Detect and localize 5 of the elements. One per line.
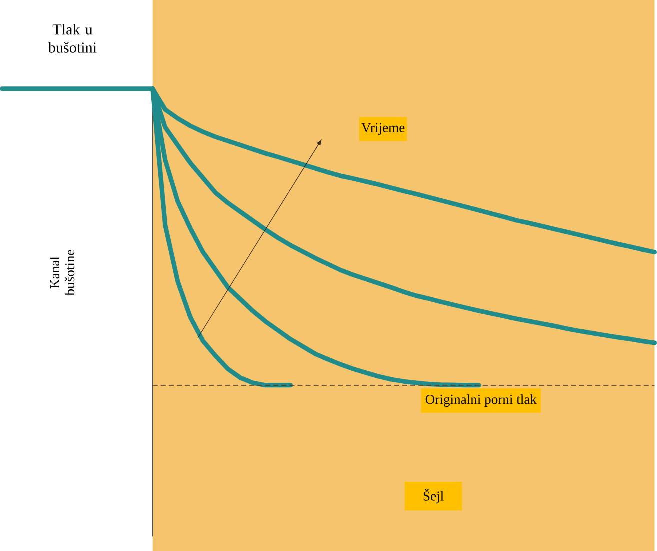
ref-line-label: Originalni porni tlak [426,394,538,407]
annotation: Vrijeme [362,123,405,135]
text: Šejl [424,488,444,504]
text: Tlak u bušotini [48,24,97,53]
annotation: Kanal bušotine [50,250,75,296]
